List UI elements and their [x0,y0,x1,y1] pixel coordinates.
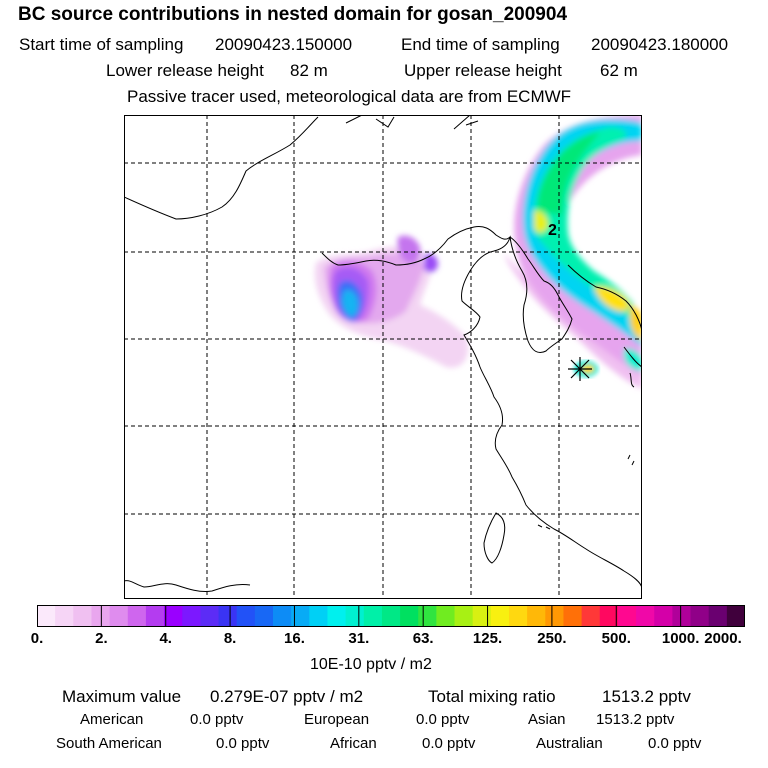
colorbar-swatch [254,605,274,627]
colorbar-swatch [218,605,238,627]
receptor-star-icon [568,357,592,381]
max-value: 0.279E-07 pptv / m2 [210,687,364,706]
region-asian-label: Asian [528,711,566,728]
region-african-value: 0.0 pptv [422,735,476,752]
colorbar-swatch [345,605,365,627]
colorbar-swatch [37,605,56,627]
upper-release-value: 62 m [600,61,638,80]
region-australian-label: Australian [536,735,603,752]
colorbar [37,605,745,627]
region-european-value: 0.0 pptv [416,711,470,728]
colorbar-swatch [381,605,401,627]
colorbar-swatch [708,605,728,627]
colorbar-swatch [545,605,565,627]
region-african-label: African [330,735,377,752]
colorbar-swatch [182,605,201,627]
colorbar-swatch [291,605,310,627]
max-value-label: Maximum value [62,687,182,706]
inland-border [321,252,425,266]
colorbar-swatch [636,605,655,627]
lower-release-value: 82 m [290,61,328,80]
northeast-border [453,115,479,130]
lower-release-label: Lower release height [106,61,264,80]
total-mixing-value: 1513.2 pptv [602,687,691,706]
map-panel: 2 [124,115,642,599]
colorbar-swatch [599,605,619,627]
start-time-value: 20090423.150000 [215,35,353,54]
northern-border [124,116,319,220]
colorbar-swatch [690,605,710,627]
colorbar-swatch [472,605,492,627]
colorbar-tick-label: 4. [159,630,172,647]
colorbar-swatch [617,605,637,627]
colorbar-swatch [91,605,111,627]
colorbar-tick-label: 125. [472,630,503,647]
colorbar-swatch [581,605,601,627]
region-american-label: American [80,711,144,728]
colorbar-swatch [363,605,383,627]
upper-release-label: Upper release height [404,61,562,80]
map-frame [124,115,642,599]
total-mixing-label: Total mixing ratio [428,687,556,706]
region-south-american-value: 0.0 pptv [216,735,270,752]
southern-coast [124,580,251,592]
region-european-label: European [304,711,370,728]
colorbar-swatch [654,605,673,627]
region-south-american-label: South American [56,735,162,752]
colorbar-swatch [509,605,528,627]
colorbar-tick-label: 500. [601,630,631,647]
colorbar-tick-label: 2. [95,630,108,647]
colorbar-swatch [236,605,256,627]
colorbar-swatch [273,605,292,627]
colorbar-tick-label: 31. [348,630,370,647]
inland-plume [314,235,468,368]
colorbar-swatch [726,605,745,627]
colorbar-swatch [164,605,183,627]
colorbar-swatch [327,605,347,627]
colorbar-swatch [200,605,220,627]
colorbar-tick-label: 2000. [704,630,742,647]
end-time-value: 20090423.180000 [591,35,729,54]
end-time-label: End time of sampling [401,35,560,54]
concentration-field [314,115,642,389]
colorbar-tick-label: 8. [223,630,237,647]
colorbar-swatch [127,605,147,627]
colorbar-swatch [309,605,329,627]
taiwan-coast [483,512,506,564]
northern-border-detail [345,115,395,128]
colorbar-swatch [418,605,437,627]
colorbar-swatch [527,605,546,627]
small-islands [537,454,635,530]
colorbar-swatch [109,605,129,627]
colorbar-tick-label: 63. [412,630,434,647]
kyushu-coast [623,346,642,388]
colorbar-swatch [454,605,474,627]
china-coast [423,226,642,590]
colorbar-swatch [145,605,165,627]
colorbar-tick-label: 1000. [661,630,700,647]
graticule [124,115,642,599]
region-asian-value: 1513.2 pptv [596,711,675,728]
colorbar-tick-label: 16. [284,630,305,647]
colorbar-swatch [400,605,419,627]
colorbar-swatch [55,605,74,627]
release-marker-label: 2 [548,222,557,239]
colorbar-swatch [672,605,692,627]
region-american-value: 0.0 pptv [190,711,244,728]
colorbar-swatch [563,605,583,627]
region-australian-value: 0.0 pptv [648,735,702,752]
colorbar-tick-label: 0. [30,630,44,647]
start-time-label: Start time of sampling [19,35,184,54]
tracer-note: Passive tracer used, meteorological data… [127,87,572,106]
coastlines [124,115,642,592]
japan-coast [567,264,642,332]
colorbar-unit: 10E-10 pptv / m2 [310,656,432,673]
colorbar-swatch [490,605,510,627]
colorbar-frame [37,605,745,627]
colorbar-tick-label: 250. [537,630,567,647]
colorbar-swatch [73,605,93,627]
map-title: BC source contributions in nested domain… [18,4,568,25]
colorbar-swatch [436,605,456,627]
